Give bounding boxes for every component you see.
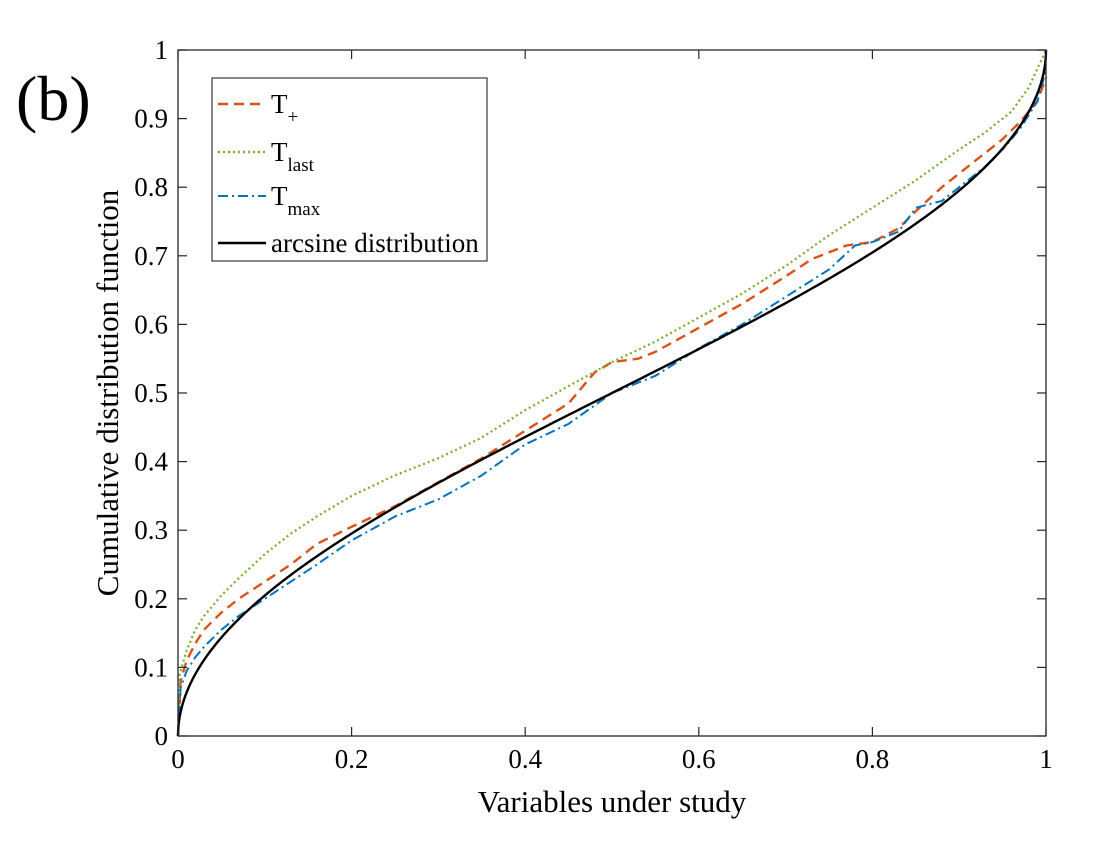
series-line-1 [176, 49, 1047, 737]
legend-label-3: arcsine distribution [271, 228, 479, 258]
x-tick-label: 0.4 [508, 744, 542, 774]
x-tick-label: 0.6 [682, 744, 716, 774]
legend-box [211, 77, 488, 262]
tick-layer: 0 0.2 0.4 0.6 0.8 1 0 0.1 0.2 0.3 0.4 0.5 0.6 0.7 0.8 0… [134, 35, 1053, 774]
y-tick-label: 0.1 [134, 652, 168, 682]
series-line-0 [176, 77, 1048, 737]
legend-label-2: Tmax [271, 181, 321, 220]
x-tick-label: 0 [171, 744, 185, 774]
y-tick-label: 0.2 [134, 584, 168, 614]
y-tick-label: 0.3 [134, 515, 168, 545]
y-tick-label: 0.9 [134, 104, 168, 134]
series-line-3 [176, 49, 1048, 737]
series-line-2 [177, 70, 1047, 737]
x-tick-label: 0.2 [335, 744, 369, 774]
y-tick-label: 0 [155, 721, 169, 751]
y-tick-label: 0.6 [134, 309, 168, 339]
x-tick-label: 1 [1039, 744, 1053, 774]
y-tick-label: 0.5 [134, 378, 168, 408]
y-tick-label: 0.4 [134, 447, 168, 477]
legend: T+ Tlast Tmax arcsine distribution [211, 77, 488, 262]
legend-label-0: T+ [271, 89, 298, 128]
panel-label: (b) [16, 63, 91, 134]
x-tick-label: 0.8 [856, 744, 890, 774]
y-tick-label: 0.7 [134, 241, 168, 271]
series-layer [176, 49, 1048, 737]
x-axis-label: Variables under study [478, 784, 747, 819]
y-tick-label: 1 [155, 35, 169, 65]
y-axis-label: Cumulative distribution function [90, 189, 125, 596]
legend-label-1: Tlast [271, 137, 315, 176]
y-tick-label: 0.8 [134, 172, 168, 202]
